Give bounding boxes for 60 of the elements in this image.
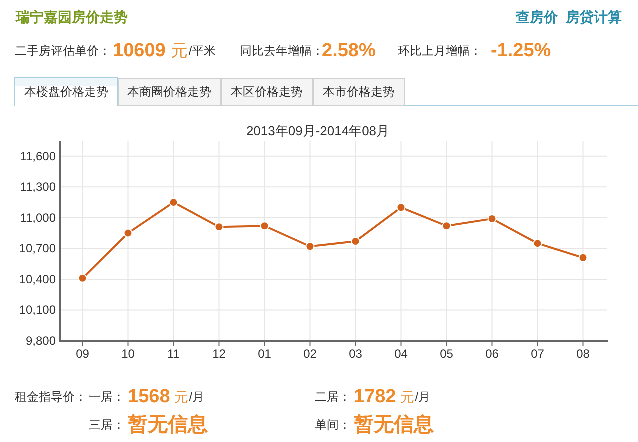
text: 房贷计算	[565, 9, 622, 25]
tab: 本商圈价格走势	[118, 78, 221, 106]
point	[396, 203, 406, 212]
text: 二居：	[315, 390, 351, 404]
x-tick-label: 01	[258, 347, 272, 361]
point	[214, 222, 224, 232]
text: 10609	[113, 40, 166, 62]
y-tick-label: 9,800	[26, 334, 56, 348]
point	[78, 274, 88, 283]
point	[124, 228, 133, 238]
text: 元	[400, 389, 414, 405]
point	[306, 242, 315, 252]
tab: 本市价格走势	[313, 78, 405, 106]
y-tick-label: 11,000	[20, 210, 56, 225]
y-tick-label: 10,100	[19, 303, 56, 318]
text: -1.25%	[491, 40, 552, 62]
text: 一居：	[89, 390, 125, 404]
point	[488, 214, 497, 224]
y-tick-label: 11,300	[20, 180, 56, 194]
x-tick-label: 10	[122, 347, 136, 361]
text: /月	[189, 390, 205, 404]
text: /平米	[188, 44, 216, 58]
point	[442, 222, 452, 231]
y-tick-label: 10,700	[19, 242, 56, 256]
y-tick-label: 10,400	[19, 272, 56, 286]
x-tick-label: 05	[440, 347, 454, 361]
x-tick-label: 07	[531, 347, 545, 361]
point	[260, 222, 270, 231]
text: 环比上月增幅：	[398, 44, 482, 58]
text: /月	[415, 390, 431, 404]
text: 二手房评估单价：	[15, 44, 111, 58]
title: 瑞宁嘉园房价走势	[16, 9, 128, 25]
x-tick-label: 08	[576, 347, 590, 361]
text: 暂无信息	[353, 413, 434, 436]
text: 1568	[128, 386, 170, 408]
x-tick-label: 03	[349, 347, 363, 361]
text: 三居：	[89, 418, 125, 432]
chart-subtitle: 2013年09月-2014年08月	[246, 124, 390, 138]
text: 单间：	[315, 418, 351, 432]
x-tick-label: 06	[486, 347, 500, 361]
text: 暂无信息	[127, 413, 208, 436]
text: 同比去年增幅：	[240, 44, 324, 58]
x-tick-label: 12	[212, 347, 226, 361]
point	[578, 253, 588, 262]
text: 查房价	[515, 9, 559, 25]
point	[351, 237, 360, 246]
x-tick-label: 02	[304, 347, 318, 361]
point	[169, 198, 178, 208]
y-tick-label: 11,600	[20, 149, 56, 164]
text: 元	[170, 42, 188, 60]
x-tick-label: 09	[76, 347, 90, 361]
text: 租金指导价：	[15, 390, 87, 404]
tab: 本区价格走势	[221, 78, 313, 106]
text: 2.58%	[322, 40, 376, 62]
x-tick-label: 04	[394, 347, 408, 361]
tab: 本楼盘价格走势	[14, 77, 118, 106]
text: 元	[174, 389, 188, 405]
point	[533, 239, 542, 248]
x-tick-label: 11	[168, 347, 180, 361]
text: 1782	[354, 386, 396, 408]
